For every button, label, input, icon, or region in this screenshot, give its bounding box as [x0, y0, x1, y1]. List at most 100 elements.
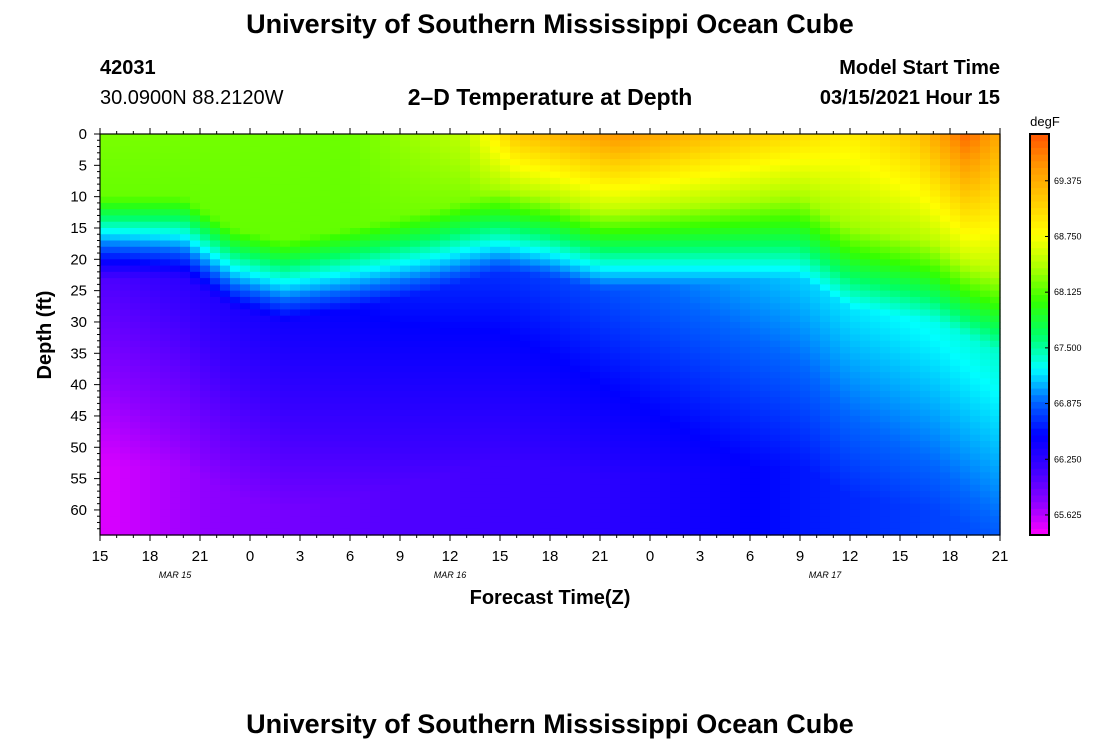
heatmap-cell [410, 497, 421, 505]
heatmap-cell [630, 284, 641, 292]
heatmap-cell [680, 340, 691, 348]
heatmap-cell [110, 309, 121, 317]
heatmap-cell [620, 466, 631, 473]
heatmap-cell [290, 234, 301, 242]
heatmap-cell [630, 397, 641, 405]
heatmap-cell [510, 528, 521, 536]
heatmap-cell [310, 234, 321, 242]
heatmap-cell [670, 503, 681, 511]
heatmap-cell [200, 378, 211, 386]
heatmap-cell [360, 466, 371, 473]
heatmap-cell [700, 259, 711, 267]
heatmap-cell [660, 165, 671, 173]
heatmap-cell [250, 265, 261, 273]
heatmap-cell [640, 365, 651, 373]
heatmap-cell [330, 478, 341, 486]
heatmap-cell [310, 334, 321, 342]
heatmap-cell [310, 159, 321, 166]
heatmap-cell [550, 246, 561, 254]
heatmap-cell [180, 422, 191, 430]
heatmap-cell [200, 528, 211, 536]
heatmap-cell [460, 484, 471, 492]
model-start-value: 03/15/2021 Hour 15 [819, 87, 1000, 109]
heatmap-cell [780, 165, 791, 173]
heatmap-cell [740, 472, 751, 480]
heatmap-cell [340, 290, 351, 298]
heatmap-cell [210, 259, 221, 267]
heatmap-cell [350, 152, 361, 160]
heatmap-cell [300, 428, 311, 436]
heatmap-cell [120, 497, 131, 505]
heatmap-cell [690, 296, 701, 304]
heatmap-cell [630, 190, 641, 198]
heatmap-cell [260, 340, 271, 348]
heatmap-cell [230, 340, 241, 348]
heatmap-cell [250, 234, 261, 242]
heatmap-cell [500, 447, 511, 455]
heatmap-cell [580, 384, 591, 392]
heatmap-cell [490, 428, 501, 436]
heatmap-cell [800, 372, 811, 379]
heatmap-cell [690, 528, 701, 536]
heatmap-cell [650, 503, 661, 511]
heatmap-cell [690, 372, 701, 379]
heatmap-cell [400, 372, 411, 379]
heatmap-cell [120, 152, 131, 160]
heatmap-cell [410, 434, 421, 442]
heatmap-cell [420, 240, 431, 248]
heatmap-cell [260, 265, 271, 273]
heatmap-cell [470, 202, 481, 210]
heatmap-cell [110, 190, 121, 198]
heatmap-cell [190, 221, 201, 229]
heatmap-cell [630, 415, 641, 423]
heatmap-cell [550, 372, 561, 379]
heatmap-cell [870, 171, 881, 179]
heatmap-cell [220, 246, 231, 254]
heatmap-cell [330, 372, 341, 379]
heatmap-cell [450, 528, 461, 536]
heatmap-cell [780, 409, 791, 417]
heatmap-cell [610, 309, 621, 317]
heatmap-cell [720, 365, 731, 373]
heatmap-cell [290, 152, 301, 160]
heatmap-cell [430, 415, 441, 423]
heatmap-cell [830, 472, 841, 480]
heatmap-cell [240, 315, 251, 323]
heatmap-cell [160, 484, 171, 492]
heatmap-cell [740, 227, 751, 235]
heatmap-cell [660, 415, 671, 423]
heatmap-cell [300, 422, 311, 430]
heatmap-cell [700, 284, 711, 292]
heatmap-cell [720, 315, 731, 323]
heatmap-cell [260, 134, 271, 141]
heatmap-cell [200, 516, 211, 524]
heatmap-cell [690, 246, 701, 254]
heatmap-cell [440, 259, 451, 267]
heatmap-cell [490, 441, 501, 448]
heatmap-cell [350, 190, 361, 198]
heatmap-cell [480, 152, 491, 160]
heatmap-cell [390, 215, 401, 223]
heatmap-cell [510, 409, 521, 417]
heatmap-cell [560, 303, 571, 311]
heatmap-cell [210, 466, 221, 473]
heatmap-cell [200, 422, 211, 430]
heatmap-cell [220, 484, 231, 492]
heatmap-cell [700, 227, 711, 235]
heatmap-cell [860, 478, 871, 486]
heatmap-cell [780, 478, 791, 486]
heatmap-cell [420, 390, 431, 398]
heatmap-cell [600, 202, 611, 210]
heatmap-cell [370, 403, 381, 411]
heatmap-cell [620, 503, 631, 511]
heatmap-cell [370, 296, 381, 304]
heatmap-cell [320, 397, 331, 405]
heatmap-cell [240, 365, 251, 373]
heatmap-cell [320, 509, 331, 517]
heatmap-cell [490, 390, 501, 398]
heatmap-cell [210, 246, 221, 254]
heatmap-cell [810, 171, 821, 179]
heatmap-cell [310, 497, 321, 505]
heatmap-cell [120, 409, 131, 417]
heatmap-cell [550, 347, 561, 354]
